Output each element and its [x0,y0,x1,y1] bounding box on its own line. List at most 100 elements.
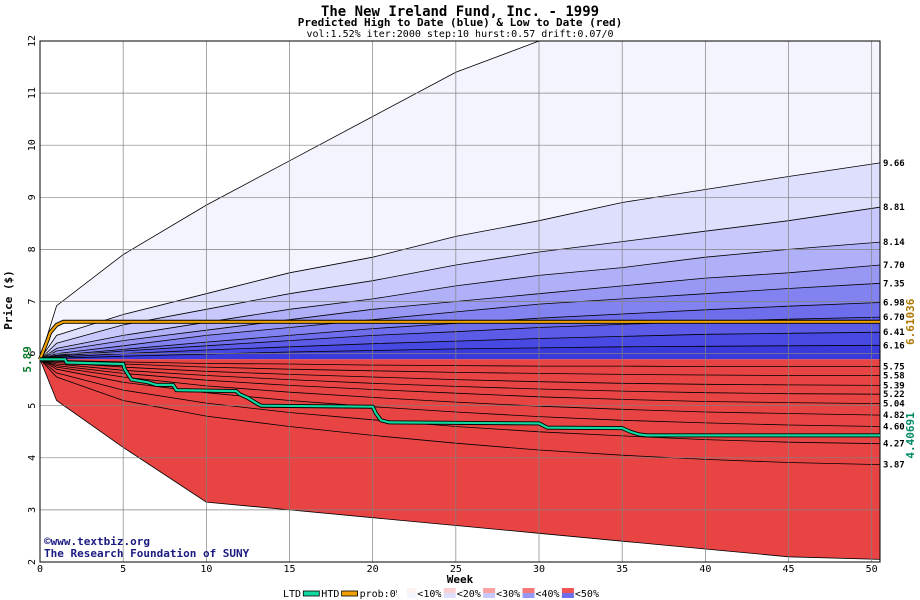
htd-line [38,320,880,360]
y-tick-label: 9 [27,194,38,200]
x-tick-label: 15 [283,564,295,575]
watermark-line-2: The Research Foundation of SUNY [44,547,250,560]
x-tick-label: 50 [866,564,878,575]
low-end-label: 5.39 [883,381,905,391]
low-end-label: 5.75 [883,363,905,373]
low-end-label: 4.60 [883,423,905,433]
x-tick-label: 45 [782,564,794,575]
legend: LTD HTD prob:0% <10% <20% <30% <40% <50% [283,588,599,600]
start-price-label: 5.89 [21,346,34,373]
legend-htd-swatch [341,590,359,597]
high-band-7 [40,317,880,360]
legend-prob-2: <20% [457,589,481,600]
high-end-label: 9.66 [883,159,905,169]
legend-swatch-zero [397,588,407,598]
legend-swatch-red [561,588,574,593]
high-end-label: 8.81 [883,203,905,213]
legend-ltd: LTD [283,589,301,600]
low-band-line-5 [39,358,881,416]
x-tick-label: 35 [616,564,628,575]
high-band-line-9 [39,344,881,360]
y-tick-label: 5 [27,403,38,409]
low-band-9 [40,359,880,560]
high-end-label: 8.14 [883,238,905,248]
low-end-label: 3.87 [883,461,905,471]
x-axis-label: Week [447,573,474,586]
y-tick-label: 11 [27,87,38,99]
x-tick-label: 5 [120,564,126,575]
high-end-label: 6.16 [883,341,905,351]
high-band-line-2 [39,206,881,360]
y-axis-label: Price ($) [2,270,15,330]
legend-swatch-blue [404,593,417,598]
legend-prob: prob:0% [360,589,402,600]
y-tick-label: 4 [27,455,38,461]
high-band-4 [40,265,880,360]
y-tick-label: 7 [27,298,38,304]
high-end-label: 6.70 [883,313,905,323]
low-end-label: 5.58 [883,371,905,381]
high-band-line-3 [39,241,881,360]
legend-swatch-red [443,588,456,593]
legend-prob-5: <50% [575,589,599,600]
chart-params: vol:1.52% iter:2000 step:10 hurst:0.57 d… [306,29,613,40]
y-tick-label: 3 [27,507,38,513]
x-tick-label: 0 [37,564,43,575]
high-end-label: 7.70 [883,261,905,271]
high-end-label: 6.98 [883,299,905,309]
legend-swatch-blue [483,593,496,598]
high-band-1 [40,162,880,360]
high-end-label: 6.41 [883,328,905,338]
low-band-line-2 [39,358,881,386]
y-tick-label: 8 [27,246,38,252]
low-band-line-4 [39,358,881,404]
watermark-line-1: ©www.textbiz.org [44,535,150,548]
htd-value-label: 6.61036 [904,298,917,345]
legend-swatch-blue [443,593,456,598]
y-tick-label: 12 [27,35,38,47]
low-end-label: 5.22 [883,390,905,400]
legend-prob-1: <10% [417,589,441,600]
legend-swatch-red [483,588,496,593]
x-tick-label: 25 [450,564,462,575]
low-band-line-0 [39,358,880,368]
legend-swatch-blue [522,593,535,598]
low-band-line-3 [39,358,881,395]
low-end-label: 4.82 [883,411,905,421]
legend-prob-3: <30% [496,589,520,600]
y-tick-label: 10 [27,139,38,151]
low-end-label: 4.27 [883,440,905,450]
low-band-line-6 [39,358,881,427]
low-band-line-9 [39,359,881,560]
plot-border [39,40,881,563]
high-band-line-1 [39,162,881,360]
high-band-3 [40,242,880,360]
x-tick-label: 40 [699,564,711,575]
legend-htd: HTD [321,589,339,600]
legend-swatch-blue [561,593,574,598]
x-tick-label: 10 [200,564,212,575]
high-band-line-8 [39,331,881,360]
high-band-9 [40,345,880,360]
low-band-line-8 [39,359,881,465]
low-end-label: 5.04 [883,400,905,410]
chart-subtitle: Predicted High to Date (blue) & Low to D… [298,16,623,29]
legend-swatch-red [522,588,535,593]
high-band-line-6 [39,302,881,360]
legend-prob-4: <40% [536,589,560,600]
high-band-line-4 [39,264,881,360]
high-end-label: 7.35 [883,279,905,289]
x-tick-label: 30 [533,564,545,575]
high-band-6 [40,302,880,360]
high-band-8 [40,332,880,360]
chart-title: The New Ireland Fund, Inc. - 1999 [321,4,599,20]
ltd-value-label: 4.40691 [904,412,917,459]
legend-swatch-red [404,588,417,593]
legend-ltd-swatch [302,590,320,597]
ltd-line [40,358,880,437]
high-band-line-5 [39,282,881,360]
high-band-0 [40,41,880,360]
high-band-2 [40,207,880,360]
y-tick-label: 2 [27,559,38,565]
